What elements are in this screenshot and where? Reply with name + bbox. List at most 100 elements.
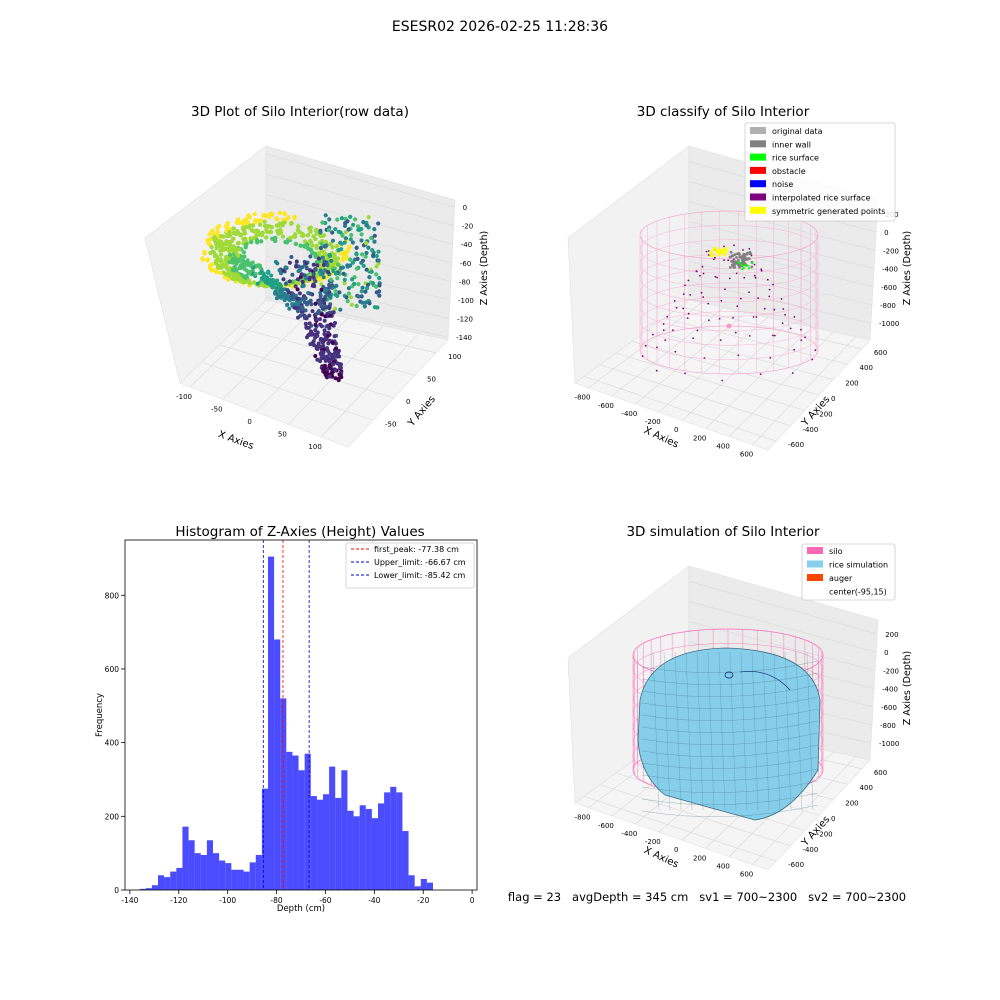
interpolated-point (672, 329, 674, 332)
legend-swatch (807, 574, 823, 581)
point (306, 333, 311, 338)
y-tick-label: 50 (427, 375, 436, 383)
interpolated-point (750, 254, 753, 257)
point (308, 298, 313, 303)
point (311, 262, 316, 267)
point (321, 354, 326, 359)
x-tick-label: -600 (598, 402, 614, 410)
point (337, 354, 342, 359)
z-tick-label: -200 (883, 667, 899, 675)
surface-mesh-line (674, 651, 682, 811)
tick-labels: -800-600-400-2000200400600-600-400-20002… (575, 211, 900, 459)
point (377, 293, 382, 298)
point (287, 260, 292, 265)
point (328, 241, 334, 246)
interpolated-point (793, 316, 796, 318)
x-tick-label: 100 (308, 443, 321, 451)
point (236, 259, 241, 264)
point (277, 210, 283, 216)
point (265, 229, 270, 235)
legend-label: rice simulation (829, 561, 888, 570)
point (241, 250, 246, 255)
point (335, 293, 340, 299)
inner-wall-point (735, 256, 738, 259)
point (346, 286, 351, 291)
point (304, 316, 309, 321)
point (319, 241, 324, 246)
y-axis-label: Frequency (95, 693, 105, 737)
point (360, 300, 365, 305)
point (369, 269, 374, 274)
point (251, 236, 256, 241)
point (360, 252, 365, 257)
point (367, 301, 372, 306)
surface-mesh-line (641, 744, 819, 757)
point (329, 258, 334, 263)
point (298, 243, 303, 248)
interpolated-point (748, 335, 751, 337)
point (374, 290, 379, 295)
interpolated-point (733, 244, 735, 247)
point (246, 278, 252, 283)
point (326, 228, 332, 233)
legend-entries: first_peak: -77.38 cm Upper_limit: -66.67… (351, 545, 466, 580)
point (330, 238, 336, 243)
legend-swatch (750, 166, 766, 174)
interpolated-point (687, 312, 690, 315)
interpolated-point (728, 277, 731, 280)
point (236, 220, 242, 225)
point (220, 243, 225, 248)
interpolated-point (769, 357, 772, 359)
point (366, 245, 371, 250)
legend-entries: original data inner wall rice surface obsta… (750, 127, 885, 216)
panel-histogram: Histogram of Z-Axies (Height) Values -14… (95, 524, 478, 914)
legend-swatch (750, 140, 766, 148)
point (348, 237, 353, 242)
rice-surface-point (737, 261, 740, 264)
point (363, 289, 368, 294)
point (307, 275, 312, 280)
panel-raw-title: 3D Plot of Silo Interior(row data) (191, 104, 409, 120)
inner-wall-point (729, 250, 733, 254)
interpolated-point (705, 250, 708, 253)
plot-frame (124, 539, 478, 891)
point (334, 244, 339, 249)
point (322, 332, 327, 336)
point (286, 215, 291, 220)
interpolated-point (804, 336, 806, 339)
surface-mesh-line (795, 651, 803, 811)
point (274, 216, 279, 221)
point (281, 268, 286, 273)
surface-mesh-line (806, 651, 814, 811)
point (356, 282, 361, 287)
tick-labels: -100 -50 0 50 100 -50 0 50 100 0 -20 -40 -60 -80 -100 -… (176, 204, 474, 451)
point (241, 225, 246, 230)
inner-wall-point (735, 252, 739, 256)
point (227, 252, 232, 257)
point (269, 273, 274, 278)
surface-mesh-line (641, 720, 819, 733)
y-tick-label: -200 (817, 830, 833, 838)
point (287, 279, 292, 284)
histogram-bar (420, 878, 427, 890)
rice-surface-point (738, 261, 742, 265)
point (303, 308, 308, 313)
point (266, 270, 271, 275)
point (315, 357, 320, 362)
point (218, 270, 223, 275)
y-tick-label: 0 (831, 815, 835, 823)
point (244, 273, 249, 278)
point (291, 292, 296, 297)
z-tick-label: -400 (882, 266, 898, 274)
point (224, 242, 229, 246)
point (296, 309, 300, 314)
surface-mesh-line (685, 651, 693, 811)
point (351, 222, 356, 227)
point (352, 281, 357, 286)
point (326, 349, 330, 353)
point (239, 254, 244, 259)
y-tick-label: 0 (114, 886, 119, 895)
surface-mesh-line (641, 780, 819, 793)
threshold-lines (262, 540, 310, 890)
point (359, 260, 364, 265)
